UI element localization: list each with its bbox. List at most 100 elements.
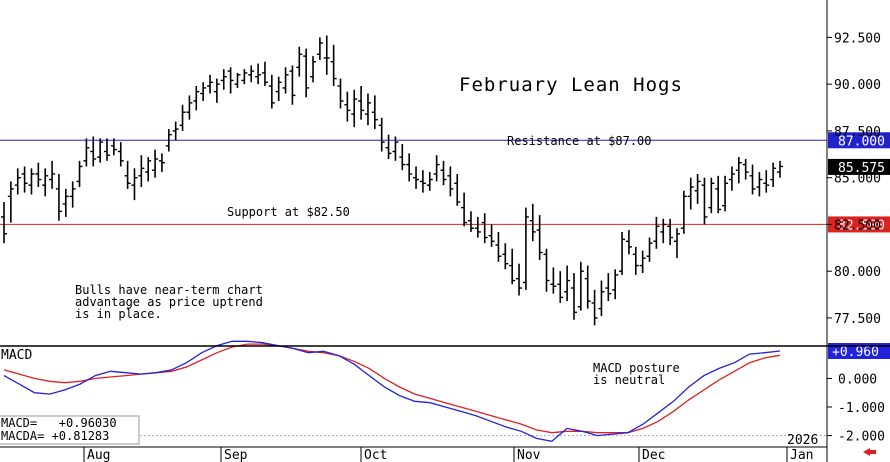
ohlc-bar: [770, 162, 777, 188]
ohlc-bar: [200, 82, 207, 101]
ohlc-bar: [337, 78, 344, 109]
macd-line: [3, 340, 781, 442]
month-label: Aug: [87, 448, 110, 462]
last-price-tag-label: 85.575: [838, 161, 885, 176]
ohlc-bar: [179, 104, 186, 131]
price-tick-label: 90.000: [834, 78, 881, 93]
ohlc-bar: [378, 117, 385, 152]
ohlc-bar: [660, 218, 667, 244]
ohlc-bar: [419, 170, 426, 193]
year-label: 2026: [787, 433, 818, 448]
ohlc-bar: [495, 231, 502, 262]
price-tick-label: 87.500: [834, 125, 881, 140]
next-arrow-icon: [863, 448, 876, 456]
macd-signal-line: [3, 343, 781, 434]
ohlc-bar: [612, 269, 619, 300]
ohlc-bar: [158, 153, 165, 173]
bulls-annotation-line-1: Bulls have near-term chart: [75, 283, 263, 297]
ohlc-bar: [722, 175, 729, 212]
ohlc-bar: [186, 95, 193, 120]
ohlc-bar: [49, 160, 56, 189]
ohlc-bar: [138, 155, 145, 188]
support-price-tag: [828, 216, 890, 233]
ohlc-bar: [282, 67, 289, 94]
ohlc-bar: [220, 69, 227, 90]
ohlc-bar: [454, 173, 461, 206]
ohlc-bar: [708, 177, 715, 214]
ohlc-bar: [557, 271, 564, 303]
ohlc-bar: [522, 207, 529, 290]
ohlc-bar: [543, 248, 550, 292]
ohlc-bar: [488, 224, 495, 247]
ohlc-bar: [529, 203, 536, 242]
ohlc-bar: [735, 157, 742, 184]
ohlc-bar: [323, 35, 330, 75]
ohlc-bar: [344, 91, 351, 122]
support-label: Support at $82.50: [227, 205, 350, 219]
month-label: Jan: [790, 448, 813, 462]
ohlc-bar: [248, 65, 255, 83]
ohlc-bar: [213, 78, 220, 103]
price-tick-label: 85.000: [834, 172, 881, 187]
ohlc-bar: [632, 246, 639, 275]
ohlc-bar: [289, 65, 296, 105]
price-bars: [1, 35, 783, 326]
ohlc-bar: [749, 164, 756, 195]
macda-readout-value: MACDA= +0.81283: [1, 429, 109, 443]
ohlc-bar: [467, 211, 474, 232]
resistance-price-tag-label: 87.000: [838, 134, 885, 149]
bulls-annotation-line-2: advantage as price uptrend: [75, 295, 263, 309]
ohlc-bar: [296, 46, 303, 77]
ohlc-bar: [145, 157, 152, 182]
ohlc-bar: [667, 218, 674, 246]
ohlc-bar: [14, 168, 21, 195]
ohlc-bar: [440, 160, 447, 186]
ohlc-bar: [687, 177, 694, 210]
month-label: Nov: [517, 448, 541, 462]
ohlc-bar: [7, 181, 14, 223]
macd-tick-label: -2.000: [838, 430, 885, 445]
ohlc-bar: [385, 134, 392, 159]
ohlc-bar: [207, 74, 214, 94]
ohlc-bar: [509, 248, 516, 285]
ohlc-bar: [55, 173, 62, 221]
ohlc-bar: [62, 188, 69, 217]
ohlc-bar: [426, 172, 433, 191]
ohlc-bar: [694, 173, 701, 204]
bulls-annotation-line-3: is in place.: [75, 307, 162, 321]
price-tick-label: 92.500: [834, 31, 881, 46]
ohlc-bar: [777, 160, 783, 178]
ohlc-bar: [392, 136, 399, 161]
ohlc-bar: [131, 168, 138, 201]
month-label: Oct: [364, 448, 387, 462]
ohlc-bar: [763, 170, 770, 193]
ohlc-bar: [598, 280, 605, 317]
price-tick-label: 80.000: [834, 265, 881, 280]
ohlc-bar: [646, 237, 653, 262]
ohlc-bar: [28, 168, 35, 195]
ohlc-bar: [117, 142, 124, 167]
resistance-price-tag: [828, 132, 890, 149]
ohlc-bar: [310, 56, 317, 83]
ohlc-bar: [42, 168, 49, 197]
support-resistance-lines: 87.000 82.500 85.575: [0, 132, 890, 233]
ohlc-bar: [261, 61, 268, 87]
ohlc-bar: [90, 136, 97, 167]
ohlc-bar: [701, 177, 708, 225]
resistance-label: Resistance at $87.00: [507, 134, 652, 148]
ohlc-bar: [715, 175, 722, 214]
ohlc-bar: [756, 172, 763, 197]
ohlc-bar: [584, 265, 591, 309]
support-price-tag-label: 82.500: [838, 218, 885, 233]
ohlc-bar: [83, 138, 90, 167]
last-price-tag: [828, 158, 890, 175]
month-label: Dec: [642, 448, 665, 462]
ohlc-bar: [619, 231, 626, 275]
ohlc-bar: [625, 230, 632, 255]
ohlc-bar: [680, 190, 687, 234]
ohlc-bar: [104, 138, 111, 161]
ohlc-bar: [673, 228, 680, 259]
ohlc-bar: [110, 138, 117, 156]
ohlc-bar: [165, 129, 172, 152]
ohlc-bar: [639, 250, 646, 274]
